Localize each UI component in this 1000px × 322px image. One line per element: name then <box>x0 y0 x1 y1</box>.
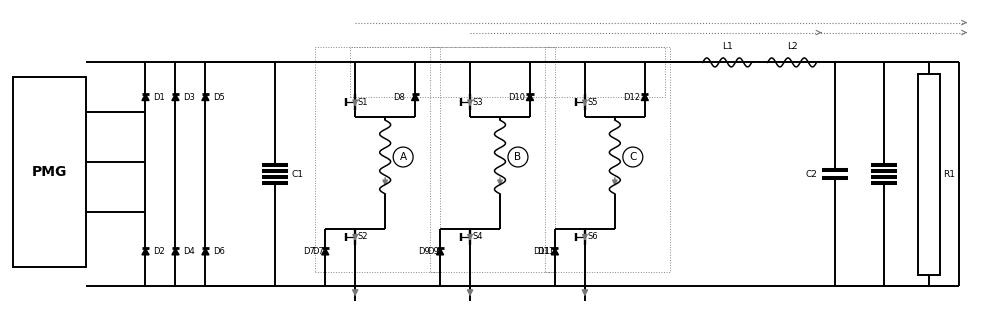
Text: D11: D11 <box>533 247 550 256</box>
Text: D12: D12 <box>623 93 640 102</box>
Text: D9: D9 <box>448 247 459 256</box>
Polygon shape <box>551 248 558 255</box>
Text: L1: L1 <box>722 43 733 52</box>
Bar <box>545 47 670 271</box>
Text: S2: S2 <box>358 232 368 241</box>
Text: PMG: PMG <box>31 165 67 179</box>
Bar <box>13 77 86 267</box>
Text: D7: D7 <box>303 247 315 256</box>
Text: D3: D3 <box>183 93 195 102</box>
Text: D11: D11 <box>537 247 554 256</box>
Text: B: B <box>514 152 522 162</box>
Text: C2: C2 <box>806 170 818 179</box>
Text: D9: D9 <box>418 247 430 256</box>
Bar <box>315 47 440 271</box>
Text: C: C <box>629 152 637 162</box>
Polygon shape <box>526 94 534 100</box>
Text: D8: D8 <box>393 93 405 102</box>
Text: D11: D11 <box>562 247 579 256</box>
Bar <box>918 74 940 275</box>
Text: D2: D2 <box>153 247 165 256</box>
Polygon shape <box>202 94 209 100</box>
Text: D1: D1 <box>153 93 165 102</box>
Text: A: A <box>400 152 407 162</box>
Polygon shape <box>142 248 149 255</box>
Text: L2: L2 <box>787 43 797 52</box>
Text: D5: D5 <box>213 93 225 102</box>
Text: D7: D7 <box>312 247 324 256</box>
Text: C1: C1 <box>291 170 303 179</box>
Text: S5: S5 <box>588 98 598 107</box>
Polygon shape <box>172 248 179 255</box>
Text: D10: D10 <box>508 93 525 102</box>
Bar <box>430 47 555 271</box>
Bar <box>350 47 665 97</box>
Text: D6: D6 <box>213 247 225 256</box>
Text: S1: S1 <box>358 98 368 107</box>
Polygon shape <box>142 94 149 100</box>
Polygon shape <box>172 94 179 100</box>
Text: S3: S3 <box>473 98 483 107</box>
Polygon shape <box>412 94 419 100</box>
Polygon shape <box>437 248 444 255</box>
Text: D4: D4 <box>183 247 195 256</box>
Text: S4: S4 <box>473 232 483 241</box>
Text: D9: D9 <box>427 247 439 256</box>
Text: R1: R1 <box>943 170 955 179</box>
Polygon shape <box>641 94 648 100</box>
Polygon shape <box>202 248 209 255</box>
Polygon shape <box>322 248 329 255</box>
Text: S6: S6 <box>588 232 598 241</box>
Text: D7: D7 <box>333 247 345 256</box>
